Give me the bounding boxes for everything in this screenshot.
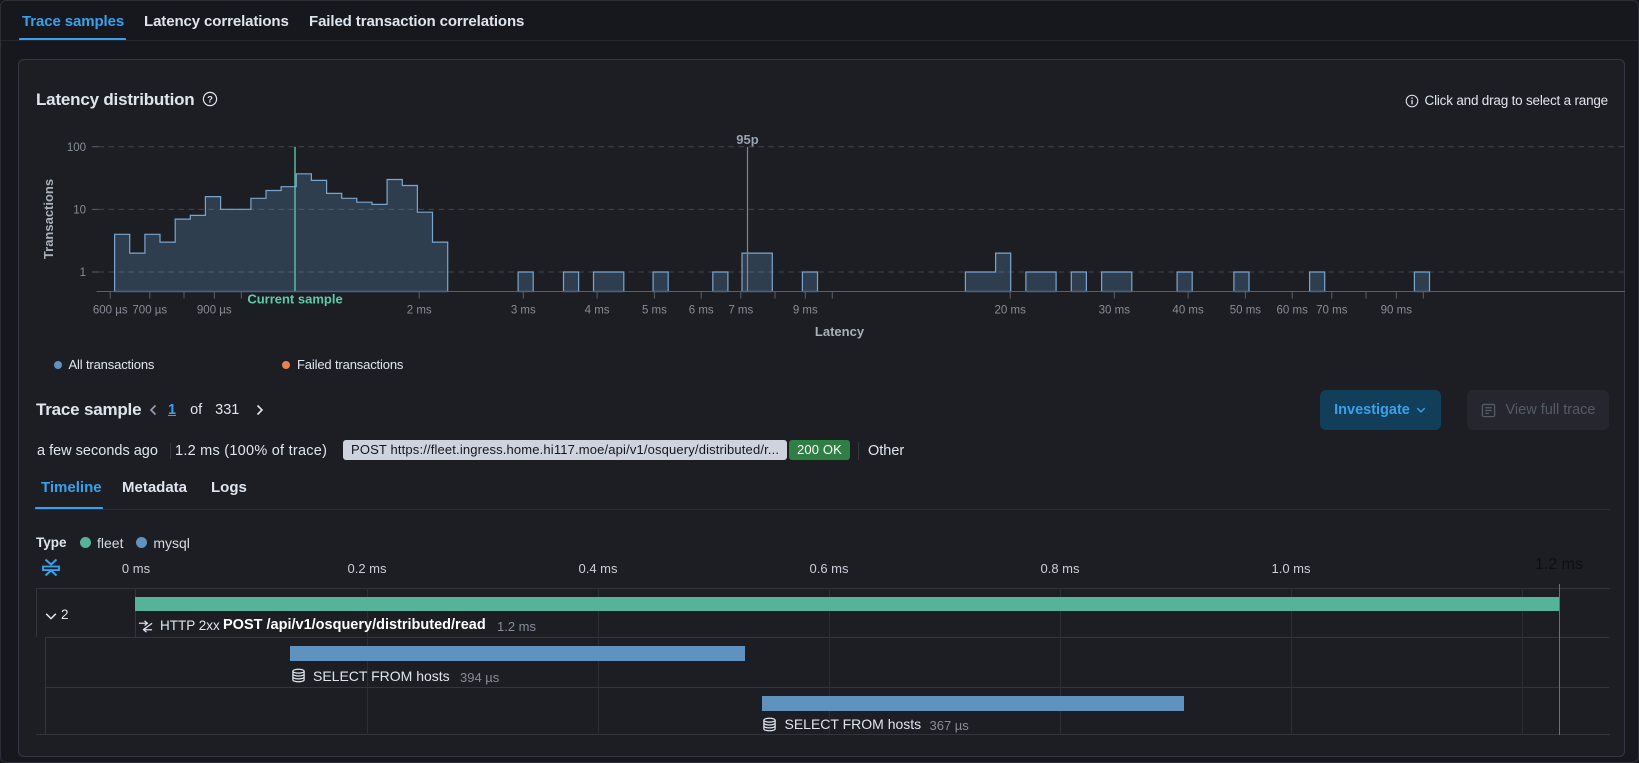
svg-text:700 µs: 700 µs	[132, 305, 167, 317]
svg-text:3 ms: 3 ms	[511, 305, 536, 317]
svg-text:90 ms: 90 ms	[1381, 305, 1413, 317]
svg-text:100: 100	[67, 142, 86, 154]
svg-text:600 µs: 600 µs	[93, 305, 128, 317]
svg-text:900 µs: 900 µs	[197, 305, 232, 317]
svg-text:95p: 95p	[736, 132, 758, 147]
svg-text:5 ms: 5 ms	[642, 305, 667, 317]
svg-text:50 ms: 50 ms	[1230, 305, 1262, 317]
svg-text:Current sample: Current sample	[247, 292, 342, 307]
svg-text:30 ms: 30 ms	[1099, 305, 1131, 317]
svg-text:?: ?	[207, 94, 213, 105]
svg-text:1: 1	[80, 267, 86, 279]
svg-text:40 ms: 40 ms	[1172, 305, 1204, 317]
svg-text:60 ms: 60 ms	[1277, 305, 1309, 317]
svg-text:10: 10	[73, 205, 86, 217]
svg-text:6 ms: 6 ms	[689, 305, 714, 317]
svg-text:70 ms: 70 ms	[1316, 305, 1348, 317]
svg-text:20 ms: 20 ms	[995, 305, 1027, 317]
svg-text:7 ms: 7 ms	[728, 305, 753, 317]
svg-text:Latency: Latency	[815, 324, 865, 339]
svg-text:9 ms: 9 ms	[793, 305, 818, 317]
svg-text:2 ms: 2 ms	[407, 305, 432, 317]
svg-text:4 ms: 4 ms	[585, 305, 610, 317]
svg-text:Transactions: Transactions	[41, 179, 56, 259]
